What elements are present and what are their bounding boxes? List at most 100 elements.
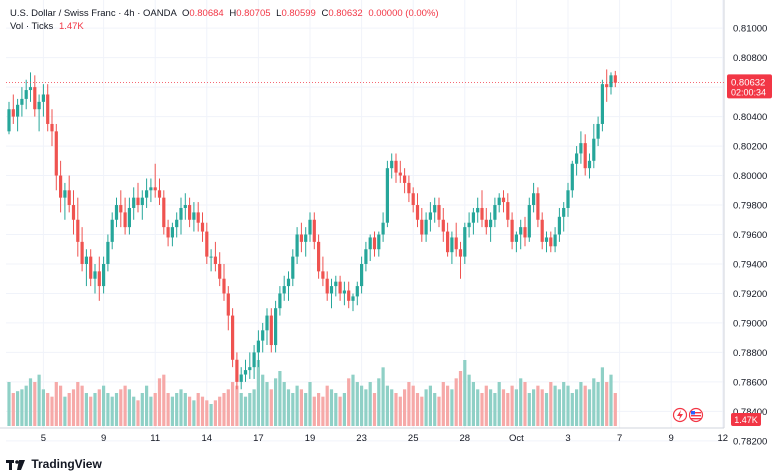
candle-body [506,202,510,220]
candle-body [106,241,110,264]
candle-body [570,163,574,191]
candle-body [33,87,37,110]
candle-body [536,193,540,220]
volume-bar [248,393,252,426]
volume-bar [110,396,114,426]
volume-bar [222,393,226,426]
price-tick-label: 0.80400 [733,112,767,123]
volume-bar [256,360,260,426]
volume-bar [368,382,372,426]
candle-body [11,109,15,117]
volume-bar [441,382,445,426]
volume-bar [252,389,256,426]
volume-bar [605,382,609,426]
volume-bar [41,389,45,426]
candle-body [557,216,561,235]
candle-body [587,160,592,169]
volume-bar [46,393,50,426]
volume-bar [196,393,200,426]
candle-body [127,207,131,228]
volume-bar [179,389,183,426]
candle-body [544,237,549,242]
candle-body [338,281,342,294]
volume-bar [600,367,604,426]
volume-bar [506,393,510,426]
volume-bar [613,393,617,426]
volume-value: 1.47K [58,21,84,32]
volume-bar [583,385,587,426]
price-tick-label: 0.79800 [733,201,767,212]
volume-bar [308,382,312,426]
volume-bar [390,389,394,426]
volume-bar [119,389,123,426]
candle-body [50,123,54,132]
volume-bar [471,382,475,426]
candle-body [527,205,531,238]
volume-bar [523,382,527,426]
candle-body [566,190,570,208]
candle-body [188,205,192,220]
candle-body [209,256,213,258]
volume-bar [28,378,33,426]
candle-body [600,84,604,124]
tradingview-logo[interactable]: TradingView [6,457,102,471]
volume-bar [114,393,119,426]
volume-bar [579,382,583,426]
volume-bar [489,389,493,426]
candle-body [59,175,63,198]
candle-body [308,219,312,235]
volume-bar [458,371,463,426]
price-tick-label: 0.80800 [733,53,767,64]
volume-bar [549,382,553,426]
low-value: 0.80599 [281,8,316,19]
volume-bar [71,389,76,426]
volume-bar [407,382,411,426]
volume-bar [596,382,600,426]
candle-body [200,222,205,232]
candle-body [489,219,493,228]
candle-body [256,340,260,353]
volume-bar [532,389,536,426]
candle-body [342,290,346,294]
candle-body [360,263,364,287]
price-tick-label: 0.81000 [733,24,767,35]
volume-bar [476,389,480,426]
candle-body [523,227,527,238]
candle-body [145,190,149,198]
volume-bar [239,393,243,426]
candle-body [136,197,140,206]
volume-bar [175,393,179,426]
volume-bar [385,385,389,426]
candle-body [377,234,381,250]
volume-bar [312,396,316,426]
volume-bar [50,396,54,426]
candle-body [24,90,28,99]
time-tick-label: 12 [718,433,729,444]
candle-body [248,367,252,371]
candle-body [437,205,441,220]
volume-tag-value: 1.47K [734,415,758,425]
time-tick-label: 3 [565,433,570,444]
candle-body [605,84,609,88]
flag-stripe [691,418,701,420]
volume-bar [295,385,299,426]
volume-bar [299,389,303,426]
candle-body [467,222,471,228]
candle-body [476,207,480,213]
volume-bar [282,382,286,426]
change-value: 0.00000 (0.00%) [368,8,439,19]
volume-label[interactable]: Vol · Ticks [10,21,54,32]
candle-body [355,286,359,297]
candle-body [575,153,579,164]
volume-bar [153,393,157,426]
candle-body [231,315,235,360]
candle-body [493,205,497,220]
symbol-title[interactable]: U.S. Dollar / Swiss Franc · 4h · OANDA [10,8,177,19]
candle-body [446,231,450,253]
volume-bar [218,396,222,426]
volume-bar [467,374,471,426]
close-value: 0.80632 [328,8,363,19]
volume-bar [553,385,557,426]
volume-bar [37,374,41,426]
time-tick-label: 17 [253,433,264,444]
